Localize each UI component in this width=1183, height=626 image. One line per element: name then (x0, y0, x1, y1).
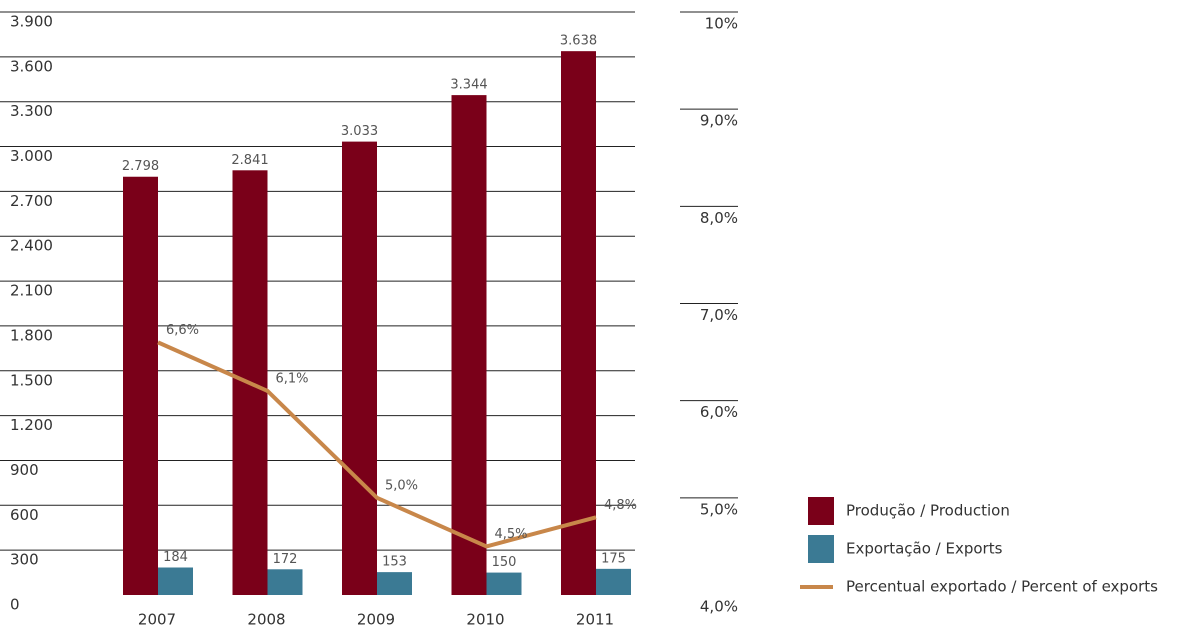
y2-tick-label: 5,0% (700, 500, 738, 518)
y2-tick-label: 8,0% (700, 209, 738, 227)
y-tick-label: 900 (10, 461, 39, 479)
bar (158, 567, 193, 595)
line (157, 340, 597, 549)
y2-tick-label: 7,0% (700, 306, 738, 324)
y-tick-label: 3.000 (10, 147, 53, 165)
bar (596, 568, 631, 595)
bar (486, 572, 522, 595)
y-tick-label: 2.700 (10, 192, 53, 210)
value-label: 2.841 (231, 153, 268, 168)
y-tick-label: 600 (10, 506, 39, 524)
value-label: 3.344 (450, 78, 487, 93)
y-tick-label: 1.500 (10, 371, 53, 389)
y-tick-label: 0 (10, 596, 20, 614)
y2-tick-label: 9,0% (700, 112, 738, 130)
legend-swatch (808, 497, 834, 525)
value-label: 4,8% (604, 498, 637, 513)
value-label: 150 (492, 555, 517, 570)
bar (267, 569, 303, 595)
value-label: 6,6% (166, 323, 199, 338)
y-tick-label: 300 (10, 551, 39, 569)
legend-label: Produção / Production (846, 502, 1010, 520)
bar (123, 176, 158, 596)
value-label: 175 (601, 551, 626, 566)
value-label: 172 (273, 552, 298, 567)
value-label: 184 (163, 550, 188, 565)
x-tick-label: 2011 (576, 611, 614, 626)
y-tick-label: 1.200 (10, 416, 53, 434)
y-tick-label: 1.800 (10, 326, 53, 344)
bar (342, 141, 377, 595)
legend-swatch (808, 535, 834, 563)
y-tick-label: 3.900 (10, 13, 53, 31)
value-label: 3.638 (560, 34, 597, 49)
bar (377, 572, 412, 595)
value-label: 3.033 (341, 124, 378, 139)
x-tick-label: 2010 (466, 611, 504, 626)
bar (561, 51, 596, 595)
value-label: 4,5% (495, 527, 528, 542)
value-label: 153 (382, 555, 407, 570)
value-label: 5,0% (385, 478, 418, 493)
value-label: 6,1% (276, 371, 309, 386)
value-label: 2.798 (122, 159, 159, 174)
y2-tick-label: 10% (705, 15, 738, 33)
y-tick-label: 2.400 (10, 237, 53, 255)
y-tick-label: 3.300 (10, 102, 53, 120)
y-tick-label: 2.100 (10, 282, 53, 300)
y-tick-label: 3.600 (10, 57, 53, 75)
x-tick-label: 2009 (357, 611, 395, 626)
legend-label: Percentual exportado / Percent of export… (846, 578, 1158, 596)
x-tick-label: 2007 (138, 611, 176, 626)
bar (451, 95, 487, 595)
x-tick-label: 2008 (247, 611, 285, 626)
legend-label: Exportação / Exports (846, 540, 1003, 558)
y2-tick-label: 4,0% (700, 598, 738, 616)
y2-tick-label: 6,0% (700, 403, 738, 421)
